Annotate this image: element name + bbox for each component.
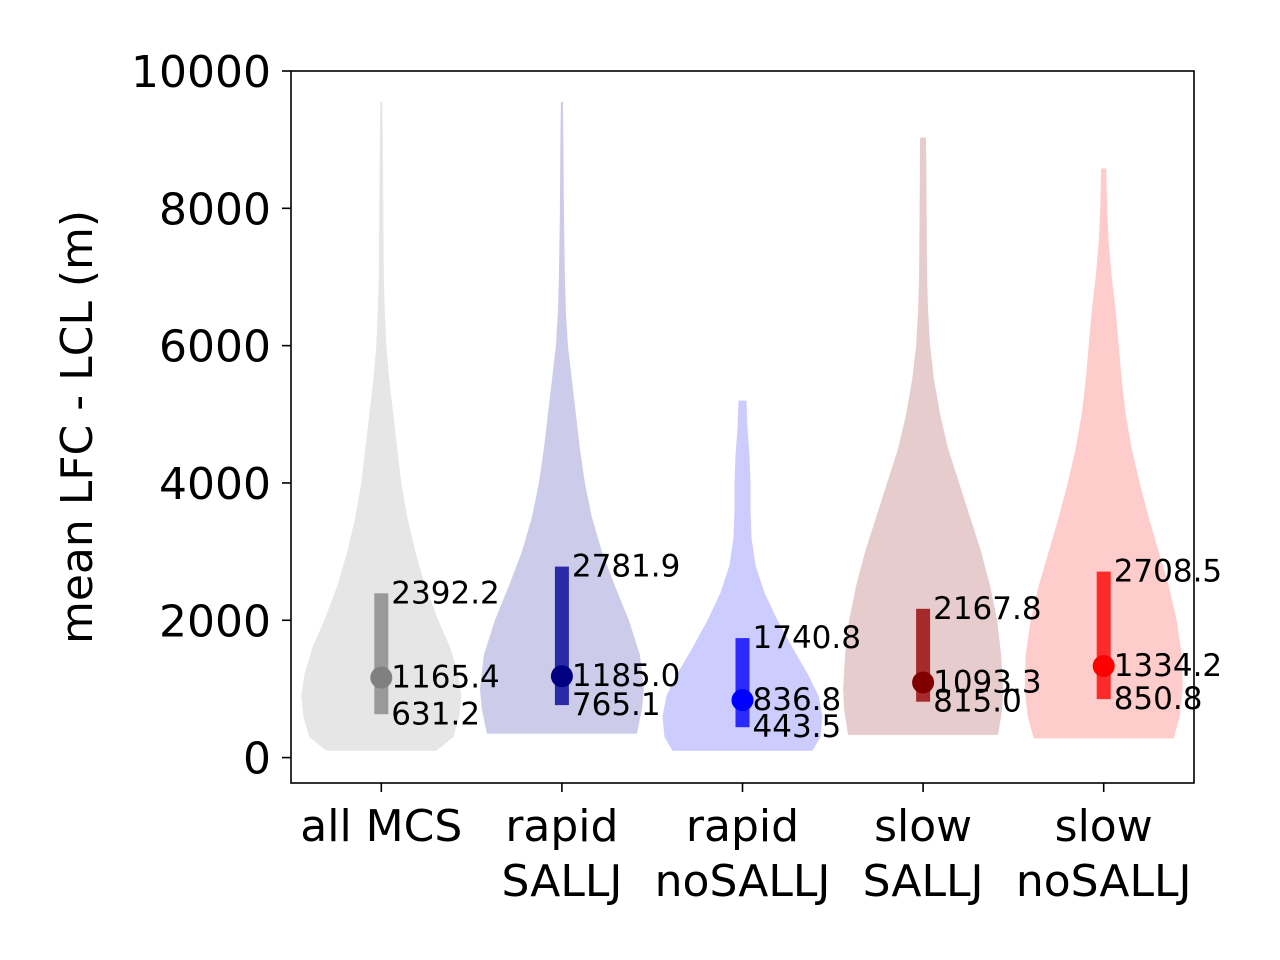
median-marker <box>550 665 573 688</box>
x-axis: all MCS rapid SALLJ rapid noSALLJ slow SALLJ sl… <box>300 783 1192 907</box>
q3-label: 2392.2 <box>391 575 499 611</box>
x-tick-label: all MCS <box>300 801 462 852</box>
iqr-bar <box>374 593 389 715</box>
median-marker <box>912 671 935 694</box>
y-tick-label: 4000 <box>159 459 271 510</box>
violin-body <box>662 400 823 751</box>
violin-body <box>843 137 1004 735</box>
median-label: 1165.4 <box>391 660 499 696</box>
x-tick-label: slow SALLJ <box>863 801 984 907</box>
q1-label: 631.2 <box>391 696 480 732</box>
median-marker <box>370 666 393 689</box>
median-label: 1334.2 <box>1114 648 1222 684</box>
median-label: 1093.3 <box>933 665 1041 701</box>
y-tick-label: 6000 <box>159 322 271 373</box>
x-tick-label: slow noSALLJ <box>1016 801 1192 907</box>
violin-body <box>479 101 644 734</box>
median-marker <box>1092 655 1115 677</box>
violin-body <box>301 101 462 751</box>
y-axis: 0 2000 4000 6000 8000 10000 <box>131 47 291 785</box>
iqr-bar <box>735 638 750 728</box>
q3-label: 1740.8 <box>753 620 861 656</box>
y-axis-label: mean LFC - LCL (m) <box>52 210 103 644</box>
median-label: 1185.0 <box>572 658 680 694</box>
iqr-bar <box>1096 571 1111 700</box>
y-tick-label: 2000 <box>159 596 271 647</box>
x-tick-label: rapid noSALLJ <box>655 801 831 907</box>
q1-label: 850.8 <box>1114 681 1203 717</box>
y-tick-label: 0 <box>243 734 271 785</box>
violin-body <box>1024 168 1183 739</box>
q1-label: 443.5 <box>753 709 842 745</box>
q1-label: 815.0 <box>933 684 1022 720</box>
q1-label: 765.1 <box>572 687 661 723</box>
median-marker <box>731 689 754 712</box>
q3-label: 2708.5 <box>1114 554 1222 590</box>
median-label: 836.8 <box>753 682 842 718</box>
q3-label: 2167.8 <box>933 591 1041 627</box>
violins-layer <box>301 101 1183 751</box>
y-tick-label: 8000 <box>159 184 271 235</box>
q3-label: 2781.9 <box>572 549 680 585</box>
y-tick-label: 10000 <box>131 47 271 98</box>
x-tick-label: rapid SALLJ <box>501 801 622 907</box>
